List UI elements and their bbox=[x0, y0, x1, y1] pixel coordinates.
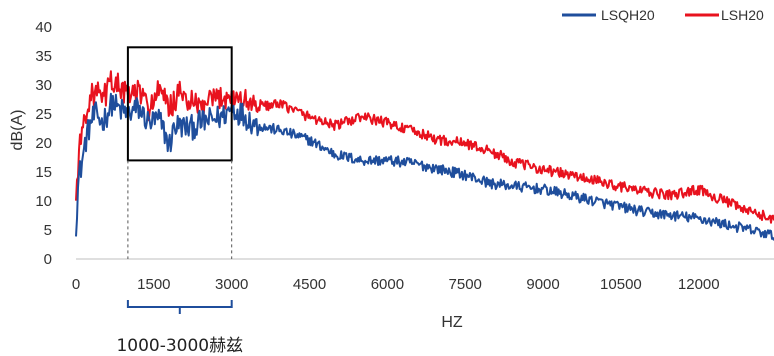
x-tick-label: 3000 bbox=[215, 276, 248, 293]
x-tick-label: 0 bbox=[72, 276, 80, 293]
legend-label-lsqh20: LSQH20 bbox=[601, 7, 655, 23]
x-tick-label: 7500 bbox=[449, 276, 482, 293]
x-tick-label: 12000 bbox=[678, 276, 720, 293]
y-tick-label: 35 bbox=[35, 48, 52, 65]
x-tick-label: 9000 bbox=[526, 276, 559, 293]
y-tick-label: 30 bbox=[35, 77, 52, 94]
y-tick-label: 5 bbox=[44, 222, 52, 239]
highlight-box bbox=[126, 46, 233, 162]
series-line-lsqh20 bbox=[75, 92, 774, 241]
y-tick-label: 0 bbox=[44, 251, 52, 268]
y-tick-label: 15 bbox=[35, 164, 52, 181]
y-tick-label: 10 bbox=[35, 193, 52, 210]
frequency-range-annotation: 1000-3000赫兹 bbox=[116, 336, 243, 356]
legend: LSQH20 LSH20 bbox=[562, 7, 764, 23]
legend-label-lsh20: LSH20 bbox=[721, 7, 764, 23]
x-axis-label: HZ bbox=[441, 314, 463, 331]
x-tick-label: 4500 bbox=[293, 276, 326, 293]
x-tick-label: 6000 bbox=[371, 276, 404, 293]
y-axis-ticks: 0 5 10 15 20 25 30 35 40 bbox=[35, 19, 52, 268]
series-line-lsh20 bbox=[75, 70, 774, 224]
bracket-line bbox=[126, 300, 233, 314]
highlight-layer bbox=[126, 46, 233, 259]
y-axis-label: dB(A) bbox=[9, 110, 26, 151]
y-tick-label: 40 bbox=[35, 19, 52, 36]
x-tick-label: 10500 bbox=[600, 276, 642, 293]
series-layer bbox=[75, 70, 774, 241]
frequency-bracket bbox=[126, 300, 233, 314]
y-tick-label: 20 bbox=[35, 135, 52, 152]
x-tick-label: 1500 bbox=[137, 276, 170, 293]
x-axis-ticks: 0 1500 3000 4500 6000 7500 9000 10500 12000 bbox=[72, 276, 720, 293]
y-tick-label: 25 bbox=[35, 106, 52, 123]
